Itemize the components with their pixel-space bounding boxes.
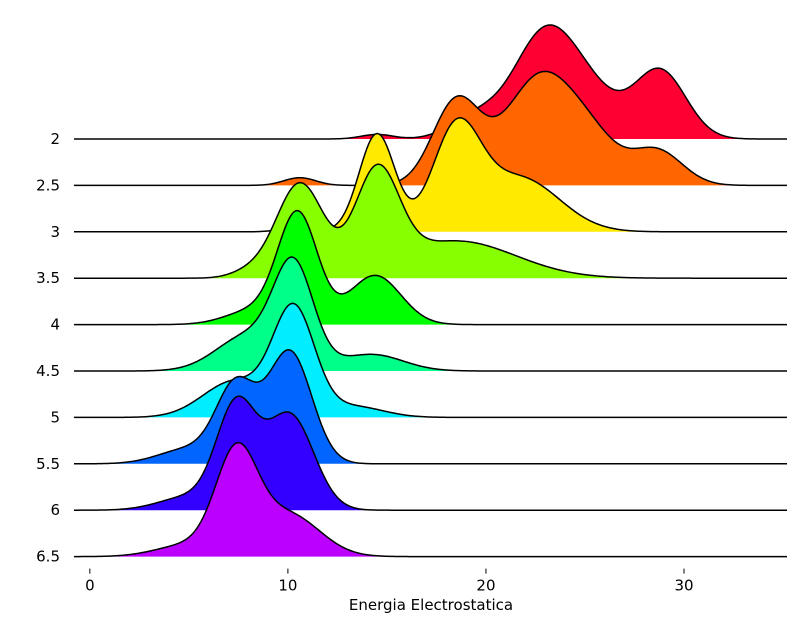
y-tick-label: 4.5	[36, 362, 60, 380]
x-tick-label: 20	[476, 577, 495, 595]
y-tick-label: 6	[50, 501, 60, 519]
ridge-4	[74, 209, 787, 326]
ridge-2	[74, 24, 787, 140]
x-tick-label: 30	[674, 577, 693, 595]
y-tick-label: 5	[50, 408, 60, 426]
ridges-layer	[74, 24, 787, 558]
ridge-outline-2.5	[74, 70, 787, 187]
x-axis-title: Energia Electrostatica	[349, 596, 513, 614]
ridge-fill-2.5	[74, 71, 787, 186]
ridge-outline-4	[74, 209, 787, 326]
y-tick-label: 2.5	[36, 176, 60, 194]
ridge-3.5	[74, 163, 787, 279]
y-tick-label: 3	[50, 223, 60, 241]
ridge-outline-6.5	[74, 441, 787, 558]
x-tick-label: 0	[85, 577, 95, 595]
ridge-outline-4.5	[74, 256, 787, 372]
ridge-fill-3	[74, 117, 787, 232]
y-tick-label: 2	[50, 130, 60, 148]
ridge-2.5	[74, 70, 787, 187]
ridge-fill-2	[74, 25, 787, 139]
y-tick-label: 6.5	[36, 548, 60, 566]
ridge-outline-6	[74, 395, 787, 511]
y-tick-labels: 2 2.5 3 3.5 4 4.5 5 5.5 6 6.5	[36, 130, 60, 566]
ridge-outline-3	[74, 117, 787, 233]
y-tick-label: 5.5	[36, 455, 60, 473]
ridge-outline-5	[74, 302, 787, 419]
x-tick-label: 10	[278, 577, 297, 595]
ridge-fill-4.5	[74, 257, 787, 371]
ridge-4.5	[74, 256, 787, 372]
ridge-outline-2	[74, 24, 787, 140]
y-tick-label: 3.5	[36, 269, 60, 287]
ridge-fill-6.5	[74, 442, 787, 557]
ridge-outline-3.5	[74, 163, 787, 279]
ridge-fill-3.5	[74, 164, 787, 279]
ridge-outline-5.5	[74, 349, 787, 465]
ridge-6.5	[74, 441, 787, 558]
ridge-3	[74, 117, 787, 233]
y-tick-label: 4	[50, 316, 60, 334]
x-axis: 0 10 20 30	[85, 568, 694, 595]
